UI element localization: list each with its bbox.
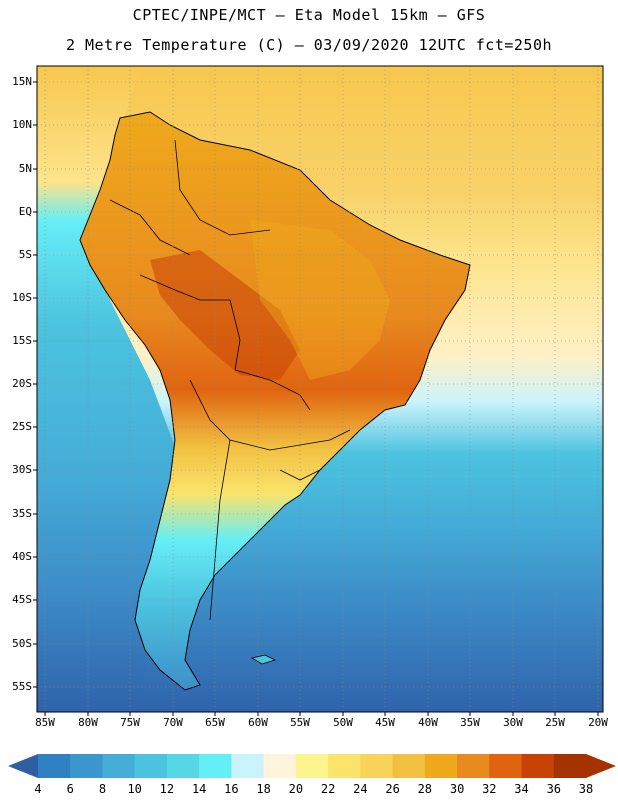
colorbar-swatch <box>553 754 587 778</box>
lat-label: 10S <box>12 291 32 304</box>
lat-label: EQ <box>18 205 32 218</box>
colorbar-tick-label: 30 <box>449 782 465 796</box>
lon-label: 40W <box>418 716 438 729</box>
colorbar-tick-label: 38 <box>578 782 594 796</box>
lon-label: 35W <box>460 716 480 729</box>
colorbar-swatch <box>328 754 361 778</box>
map-title-line-2: 2 Metre Temperature (C) — 03/09/2020 12U… <box>65 36 553 54</box>
axis-ticks <box>33 81 599 716</box>
colorbar-tick-label: 32 <box>482 782 497 796</box>
lon-label: 50W <box>333 716 353 729</box>
colorbar <box>8 754 616 778</box>
country-borders <box>109 139 351 621</box>
colorbar-swatch <box>38 754 71 778</box>
lat-label: 10N <box>12 118 32 131</box>
lat-label: 35S <box>12 507 32 520</box>
colorbar-tick-label: 8 <box>98 782 107 796</box>
lon-label: 45W <box>375 716 395 729</box>
lat-label: 5S <box>18 248 32 261</box>
colorbar-swatch <box>231 754 265 778</box>
colorbar-tick-label: 12 <box>159 782 175 796</box>
lon-label: 80W <box>78 716 98 729</box>
lat-label: 5N <box>18 162 32 175</box>
colorbar-swatch <box>457 754 490 778</box>
colorbar-swatch <box>134 754 168 778</box>
lon-label: 75W <box>120 716 140 729</box>
colorbar-tick-label: 20 <box>288 782 304 796</box>
colorbar-tick-label: 4 <box>34 782 42 796</box>
hot-interior-region <box>150 250 300 380</box>
colorbar-tick-label: 28 <box>417 782 433 796</box>
colorbar-swatch <box>263 754 297 778</box>
lat-label: 25S <box>12 420 32 433</box>
colorbar-swatch <box>102 754 136 778</box>
colorbar-swatch <box>489 754 523 778</box>
colorbar-swatch <box>392 754 426 778</box>
map-panel <box>33 65 604 716</box>
lon-label: 60W <box>248 716 268 729</box>
lat-label: 40S <box>12 550 32 563</box>
lon-label: 55W <box>290 716 310 729</box>
lat-label: 30S <box>12 463 32 476</box>
colorbar-tick-label: 6 <box>66 782 74 796</box>
colorbar-tick-label: 14 <box>191 782 207 796</box>
lon-label: 85W <box>35 716 55 729</box>
colorbar-swatch <box>199 754 232 778</box>
colorbar-tick-label: 18 <box>256 782 271 796</box>
lon-label: 65W <box>205 716 225 729</box>
colorbar-tick-label: 26 <box>385 782 400 796</box>
falkland-islands <box>250 654 277 665</box>
lat-label: 55S <box>12 680 32 693</box>
map-frame <box>36 65 604 713</box>
colorbar-swatch <box>360 754 394 778</box>
lon-label: 25W <box>545 716 565 729</box>
colorbar-swatch <box>166 754 200 778</box>
lon-label: 70W <box>163 716 183 729</box>
lat-label: 45S <box>12 593 32 606</box>
colorbar-swatch <box>521 754 555 778</box>
lat-label: 50S <box>12 637 32 650</box>
colorbar-swatch <box>424 754 458 778</box>
colorbar-tick-label: 10 <box>127 782 142 796</box>
lat-label: 15N <box>12 75 32 88</box>
colorbar-swatch <box>70 754 103 778</box>
colorbar-low-arrow <box>8 754 38 778</box>
colorbar-tick-label: 24 <box>353 782 368 796</box>
colorbar-high-arrow <box>586 754 616 778</box>
lat-label: 20S <box>12 377 32 390</box>
pacific-ocean-field <box>37 66 180 712</box>
colorbar-tick-label: 16 <box>224 782 239 796</box>
colorbar-tick-label: 22 <box>320 782 336 796</box>
colorbar-tick-label: 34 <box>514 782 529 796</box>
warm-brazil-region <box>250 220 390 380</box>
lon-label: 20W <box>588 716 608 729</box>
lon-label: 30W <box>503 716 523 729</box>
map-title-line-1: CPTEC/INPE/MCT — Eta Model 15km — GFS <box>132 6 486 24</box>
colorbar-tick-label: 36 <box>546 782 562 796</box>
lat-label: 15S <box>12 334 32 347</box>
colorbar-swatch <box>295 754 329 778</box>
